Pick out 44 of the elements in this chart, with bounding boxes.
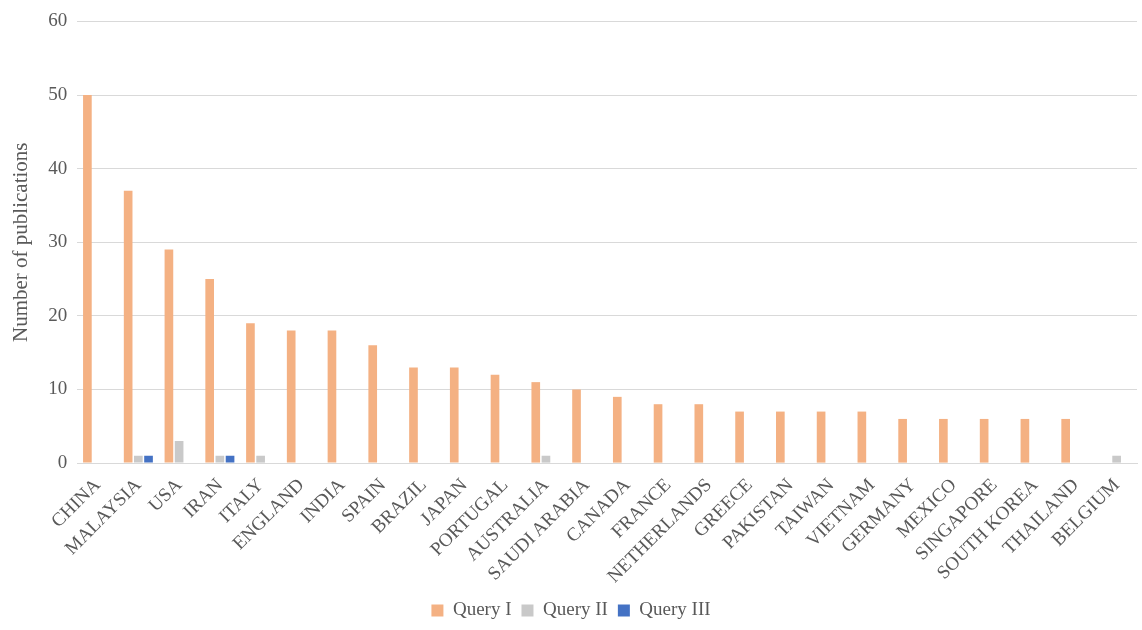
y-tick-label: 0	[57, 451, 68, 473]
bar	[286, 330, 296, 463]
bar	[174, 441, 184, 463]
bar	[449, 367, 459, 463]
y-tick-label: 50	[48, 83, 68, 104]
bar	[979, 418, 989, 463]
bar	[653, 404, 663, 463]
bar	[215, 455, 225, 463]
legend-label: Query I	[452, 598, 512, 620]
bar	[735, 411, 744, 463]
y-tick-label: 30	[48, 230, 68, 252]
bar	[490, 374, 500, 463]
legend-label: Query II	[542, 598, 608, 620]
bar	[368, 345, 378, 463]
bar	[1112, 455, 1121, 463]
bar	[164, 249, 174, 463]
bar	[612, 396, 622, 463]
bar	[816, 411, 826, 463]
y-axis-title: Number of publications	[8, 142, 33, 342]
bar	[83, 95, 92, 463]
bar	[694, 404, 704, 463]
y-tick-label: 60	[48, 9, 68, 31]
y-tick-label: 20	[48, 303, 68, 325]
bar	[857, 411, 867, 463]
bar	[205, 279, 215, 463]
bar	[256, 455, 265, 463]
bar	[225, 455, 235, 463]
bar	[531, 382, 541, 463]
bar	[123, 190, 133, 463]
bar	[939, 418, 948, 463]
bar	[327, 330, 337, 463]
bar	[409, 367, 418, 463]
bar	[1020, 418, 1030, 463]
bar	[572, 389, 581, 463]
y-tick-label: 40	[48, 156, 68, 178]
bar	[1061, 418, 1070, 463]
y-tick-label: 10	[48, 377, 68, 399]
bar	[144, 455, 153, 463]
bar	[541, 455, 551, 463]
bar	[134, 455, 143, 463]
bar	[776, 411, 785, 463]
bar	[898, 418, 907, 463]
legend-label: Query III	[639, 598, 711, 620]
bar	[246, 323, 255, 463]
